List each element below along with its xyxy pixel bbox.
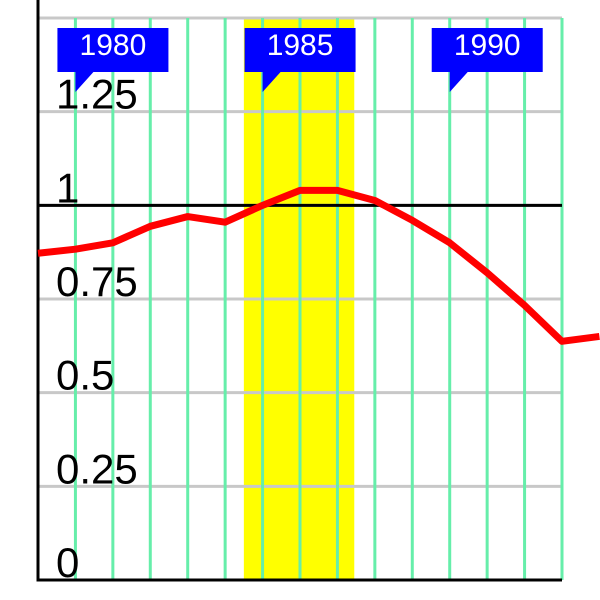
y-tick-label: 1 bbox=[56, 164, 79, 211]
y-tick-label: 0.75 bbox=[56, 258, 138, 305]
annotation-label: 1980 bbox=[80, 29, 147, 62]
y-tick-label: 0.5 bbox=[56, 352, 114, 399]
annotation-label: 1990 bbox=[454, 29, 521, 62]
data-line bbox=[37, 186, 600, 345]
y-tick-label: 0.25 bbox=[56, 445, 138, 492]
annotation-label: 1985 bbox=[267, 29, 334, 62]
annotation-flag bbox=[244, 28, 356, 92]
y-tick-label: 1.25 bbox=[56, 71, 138, 118]
annotation-flag bbox=[431, 28, 543, 92]
annotation-flag bbox=[57, 28, 169, 92]
y-tick-label: 0 bbox=[56, 539, 79, 586]
